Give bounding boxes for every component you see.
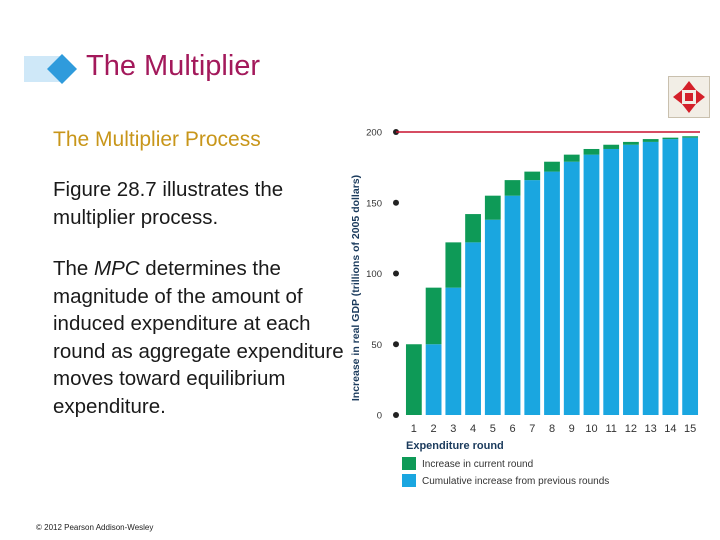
bar-cumulative <box>662 139 679 415</box>
x-tick-label: 11 <box>605 423 616 435</box>
legend-label: Increase in current round <box>422 459 533 470</box>
y-tick-label: 200 <box>366 128 382 139</box>
bar-increase <box>642 139 659 142</box>
paragraph-mpc-em: MPC <box>94 257 140 280</box>
y-tick-dot <box>393 199 399 206</box>
bar-increase <box>465 214 481 243</box>
bar-cumulative <box>623 144 639 416</box>
y-tick-label: 100 <box>366 269 382 280</box>
bar-cumulative <box>563 161 580 415</box>
y-tick-dot <box>393 412 399 418</box>
bar-increase <box>563 154 580 162</box>
x-tick-label: 15 <box>684 423 696 435</box>
y-tick-label: 0 <box>377 411 382 422</box>
bar-increase <box>603 144 620 149</box>
multiplier-chart: Increase in real GDP (trillions of 2005 … <box>350 128 700 487</box>
x-tick-label: 4 <box>470 423 476 435</box>
bar-cumulative <box>583 154 600 415</box>
x-tick-label: 5 <box>490 423 496 435</box>
four-arrows-move-icon[interactable] <box>668 76 710 118</box>
y-tick-dot <box>393 341 399 348</box>
bar-increase <box>425 287 442 345</box>
x-tick-label: 9 <box>569 423 575 435</box>
x-tick-label: 7 <box>529 423 535 435</box>
y-tick-label: 50 <box>371 340 382 351</box>
bar-cumulative <box>445 287 462 415</box>
x-tick-label: 2 <box>431 423 437 435</box>
x-tick-label: 14 <box>664 423 676 435</box>
bar-increase <box>484 195 501 220</box>
legend-swatch <box>402 457 416 470</box>
x-tick-label: 12 <box>625 423 637 435</box>
x-tick-label: 1 <box>411 423 417 435</box>
bar-increase <box>524 171 541 181</box>
paragraph-mpc-post: determines the magnitude of the amount o… <box>53 257 344 418</box>
bar-increase <box>682 136 699 138</box>
y-tick-label: 150 <box>366 198 382 209</box>
bar-increase <box>583 148 600 155</box>
x-tick-label: 13 <box>645 423 657 435</box>
bar-cumulative <box>504 195 521 415</box>
x-tick-label: 10 <box>585 423 597 435</box>
copyright-notice: © 2012 Pearson Addison-Wesley <box>36 523 154 532</box>
bar-cumulative <box>603 148 620 416</box>
slide-title: The Multiplier <box>86 50 261 82</box>
y-tick-dot <box>393 270 399 277</box>
bar-cumulative <box>544 171 560 415</box>
nav-arrows-icon <box>673 81 705 113</box>
bar-increase <box>445 242 462 288</box>
legend-swatch <box>402 474 416 487</box>
x-tick-label: 6 <box>509 423 515 435</box>
bar-cumulative <box>465 242 481 415</box>
bar-increase <box>405 344 422 415</box>
paragraph-figure: Figure 28.7 illustrates the multiplier p… <box>53 178 284 229</box>
bar-cumulative <box>425 344 442 415</box>
paragraph-mpc: The MPC determines the magnitude of the … <box>53 255 353 420</box>
y-axis-title: Increase in real GDP (trillions of 2005 … <box>350 175 362 401</box>
x-tick-label: 8 <box>549 423 555 435</box>
x-tick-label: 3 <box>450 423 456 435</box>
x-axis-title: Expenditure round <box>406 440 504 452</box>
title-diamond-icon <box>24 54 77 84</box>
section-subtitle: The Multiplier Process <box>53 128 261 151</box>
bar-cumulative <box>642 141 659 415</box>
bar-increase <box>504 180 521 196</box>
legend-label: Cumulative increase from previous rounds <box>422 476 609 487</box>
bar-increase <box>544 161 560 172</box>
bar-increase <box>623 141 639 145</box>
bar-cumulative <box>484 219 501 415</box>
bar-cumulative <box>524 180 541 415</box>
bar-increase <box>662 137 679 140</box>
paragraph-mpc-pre: The <box>53 257 95 280</box>
bar-cumulative <box>682 137 699 415</box>
